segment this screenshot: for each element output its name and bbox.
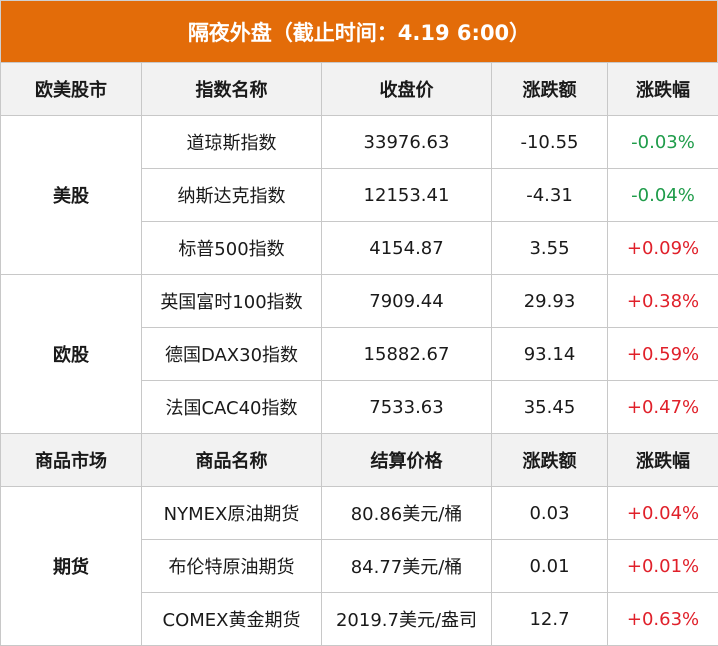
pct-cell: +0.01%: [607, 539, 718, 593]
pct-cell: +0.47%: [607, 380, 718, 434]
table-row: 期货 NYMEX原油期货 80.86美元/桶 0.03 +0.04%: [0, 486, 718, 646]
pct-cell: -0.04%: [607, 168, 718, 222]
price-cell: 7909.44: [321, 274, 492, 328]
instrument-name: 英国富时100指数: [141, 274, 322, 328]
price-cell: 15882.67: [321, 327, 492, 381]
price-cell: 84.77美元/桶: [321, 539, 492, 593]
price-cell: 2019.7美元/盎司: [321, 592, 492, 646]
instrument-name: 布伦特原油期货: [141, 539, 322, 593]
table-row: 法国CAC40指数 7533.63 35.45 +0.47%: [1, 380, 718, 434]
table-row: COMEX黄金期货 2019.7美元/盎司 12.7 +0.63%: [1, 592, 718, 646]
change-header: 涨跌额: [491, 433, 608, 487]
price-cell: 7533.63: [321, 380, 492, 434]
section-header-row: 欧美股市 指数名称 收盘价 涨跌额 涨跌幅: [0, 62, 718, 116]
change-cell: 12.7: [491, 592, 608, 646]
market-label: 美股: [0, 115, 142, 275]
page-title: 隔夜外盘（截止时间：4.19 6:00）: [0, 0, 718, 62]
section-header-row: 商品市场 商品名称 结算价格 涨跌额 涨跌幅: [0, 433, 718, 487]
change-cell: -4.31: [491, 168, 608, 222]
market-header: 欧美股市: [0, 62, 142, 116]
name-header: 商品名称: [141, 433, 322, 487]
market-header: 商品市场: [0, 433, 142, 487]
price-cell: 12153.41: [321, 168, 492, 222]
price-header: 收盘价: [321, 62, 492, 116]
change-cell: 0.03: [491, 486, 608, 540]
change-cell: 29.93: [491, 274, 608, 328]
change-cell: 35.45: [491, 380, 608, 434]
market-label: 期货: [0, 486, 142, 646]
table-row: 纳斯达克指数 12153.41 -4.31 -0.04%: [1, 168, 718, 222]
pct-cell: -0.03%: [607, 115, 718, 169]
instrument-name: 道琼斯指数: [141, 115, 322, 169]
instrument-name: 法国CAC40指数: [141, 380, 322, 434]
price-cell: 80.86美元/桶: [321, 486, 492, 540]
pct-cell: +0.59%: [607, 327, 718, 381]
table-row: 德国DAX30指数 15882.67 93.14 +0.59%: [1, 327, 718, 381]
pct-header: 涨跌幅: [607, 62, 718, 116]
table-row: 标普500指数 4154.87 3.55 +0.09%: [1, 221, 718, 275]
market-table-body: 欧美股市 指数名称 收盘价 涨跌额 涨跌幅 美股 道琼斯指数 33976.63 -10.55 -0…: [0, 62, 718, 646]
change-cell: 93.14: [491, 327, 608, 381]
instrument-name: 标普500指数: [141, 221, 322, 275]
price-header: 结算价格: [321, 433, 492, 487]
instrument-name: NYMEX原油期货: [141, 486, 322, 540]
instrument-name: 纳斯达克指数: [141, 168, 322, 222]
table-row: 美股 道琼斯指数 33976.63 -10.55 -0.03%: [0, 115, 718, 275]
table-row: 布伦特原油期货 84.77美元/桶 0.01 +0.01%: [1, 539, 718, 593]
change-cell: -10.55: [491, 115, 608, 169]
pct-cell: +0.38%: [607, 274, 718, 328]
change-header: 涨跌额: [491, 62, 608, 116]
table-row: 欧股 英国富时100指数 7909.44 29.93 +0.38%: [0, 274, 718, 434]
market-label: 欧股: [0, 274, 142, 434]
name-header: 指数名称: [141, 62, 322, 116]
pct-cell: +0.09%: [607, 221, 718, 275]
instrument-name: 德国DAX30指数: [141, 327, 322, 381]
pct-cell: +0.63%: [607, 592, 718, 646]
pct-header: 涨跌幅: [607, 433, 718, 487]
change-cell: 0.01: [491, 539, 608, 593]
price-cell: 33976.63: [321, 115, 492, 169]
price-cell: 4154.87: [321, 221, 492, 275]
pct-cell: +0.04%: [607, 486, 718, 540]
instrument-name: COMEX黄金期货: [141, 592, 322, 646]
market-table: 欧美股市 指数名称 收盘价 涨跌额 涨跌幅 美股 道琼斯指数 33976.63 -10.55 -0…: [0, 62, 718, 646]
change-cell: 3.55: [491, 221, 608, 275]
